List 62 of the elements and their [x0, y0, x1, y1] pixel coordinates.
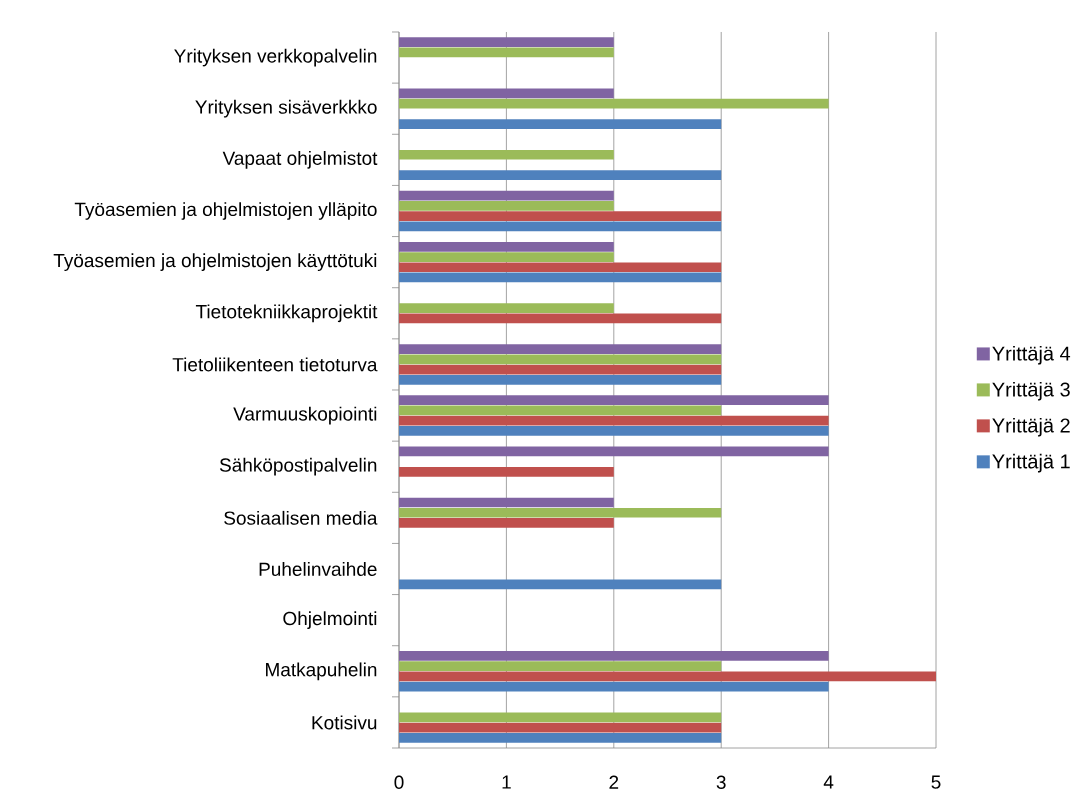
bar — [399, 98, 829, 109]
bar — [399, 47, 614, 58]
bar — [399, 272, 722, 283]
bar — [399, 671, 936, 682]
x-tick-label: 5 — [931, 775, 941, 789]
bar — [399, 466, 614, 477]
y-tick-label: Yrityksen sisäverkkko — [195, 99, 377, 118]
bar — [399, 344, 722, 354]
bar — [399, 119, 722, 129]
bar — [399, 303, 614, 314]
y-tick-label: Sosiaalisen media — [224, 510, 378, 525]
bar — [399, 681, 829, 692]
bar — [399, 712, 722, 723]
bar — [399, 395, 829, 406]
y-tick-label: Matkapuhelin — [266, 662, 377, 681]
legend-label: Yrittäjä 1 — [992, 453, 1070, 473]
bar — [399, 241, 614, 252]
bar — [399, 507, 722, 518]
y-tick-label: Ohjelmointi — [283, 611, 377, 629]
bar — [399, 661, 722, 672]
y-tick-label: Kotisivu — [312, 715, 377, 730]
bar — [399, 651, 829, 661]
y-tick-label: Varmuuskopiointi — [233, 406, 377, 425]
bar — [399, 201, 614, 211]
bar — [399, 426, 829, 436]
legend-label: Yrittäjä 4 — [992, 345, 1071, 365]
y-tick-label: Työasemien ja ohjelmistojen ylläpito — [74, 202, 377, 220]
bar — [399, 374, 722, 385]
legend-label: Yrittäjä 2 — [992, 417, 1070, 437]
bar — [399, 497, 614, 508]
x-tick-label: 1 — [502, 775, 511, 789]
x-tick-label: 0 — [394, 775, 404, 789]
y-tick-label: Tietotekniikkaprojektit — [195, 304, 378, 323]
y-tick-label: Puhelinvaihde — [259, 562, 377, 576]
x-tick-label: 3 — [716, 775, 726, 789]
bar — [399, 415, 829, 426]
x-tick-label: 2 — [609, 775, 619, 789]
bar — [399, 149, 614, 160]
bar — [399, 170, 722, 181]
bar — [399, 88, 614, 99]
y-tick-label: Työasemien ja ohjelmistojen käyttötuki — [53, 253, 377, 271]
bar — [399, 722, 722, 733]
bar — [399, 518, 614, 528]
x-tick-label: 4 — [823, 775, 834, 789]
bar — [399, 364, 722, 375]
bar — [399, 405, 722, 416]
bar — [399, 262, 722, 273]
bar — [399, 313, 722, 324]
y-tick-label: Vapaat ohjelmistot — [222, 151, 378, 169]
bar — [399, 579, 722, 590]
y-tick-label: Tietoliikenteen tietoturva — [172, 357, 378, 372]
bar — [399, 446, 829, 457]
bar — [399, 211, 722, 221]
bar — [399, 221, 722, 232]
y-tick-label: Sähköpostipalvelin — [219, 457, 377, 476]
bar — [399, 190, 614, 201]
y-tick-label: Yrityksen verkkopalvelin — [174, 48, 377, 67]
bar — [399, 37, 614, 48]
bar — [399, 732, 722, 743]
bar — [399, 354, 722, 365]
legend-label: Yrittäjä 3 — [992, 381, 1070, 401]
bar — [399, 252, 614, 262]
